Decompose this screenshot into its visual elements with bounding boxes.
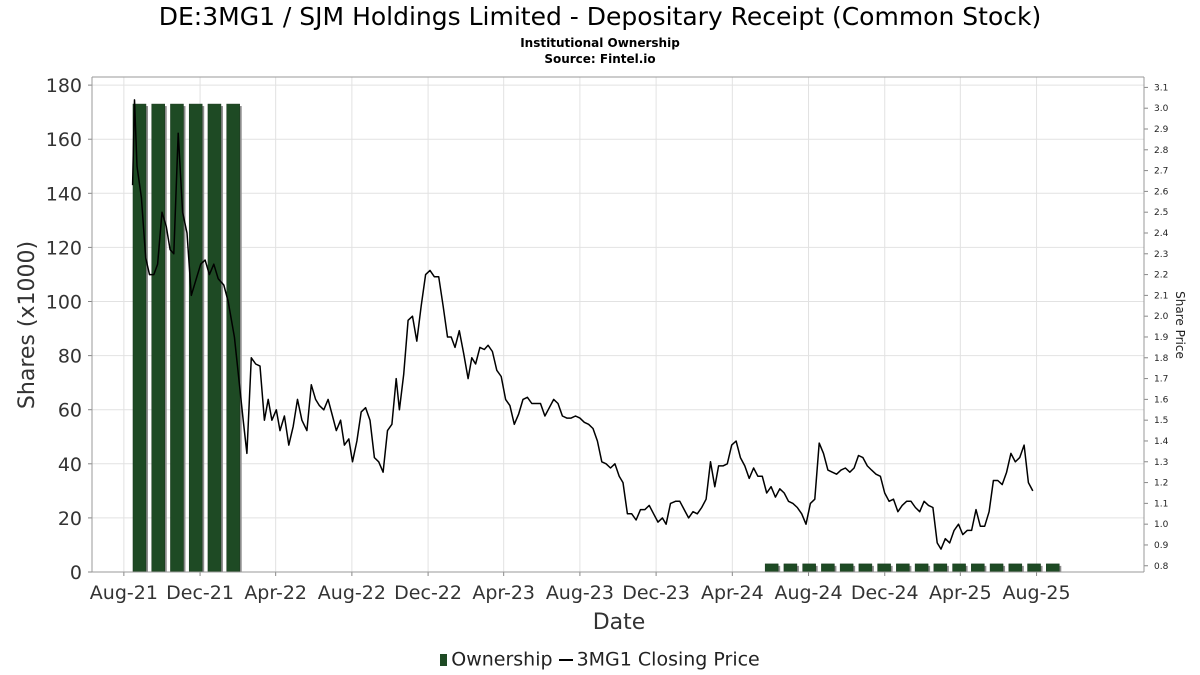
ownership-bar — [971, 563, 985, 573]
y2-tick-label: 0.9 — [1154, 541, 1169, 551]
y2-tick-label: 2.4 — [1154, 229, 1169, 239]
x-axis-title: Date — [593, 610, 646, 635]
x-tick-label: Apr-23 — [472, 582, 535, 604]
y2-tick-label: 2.6 — [1154, 187, 1169, 197]
ownership-bar — [1027, 563, 1041, 573]
ownership-bar — [1046, 563, 1060, 573]
ownership-bar — [188, 103, 203, 573]
y2-tick-label: 1.5 — [1154, 416, 1168, 426]
ownership-bar — [783, 563, 798, 573]
x-tick-label: Aug-22 — [318, 582, 386, 604]
y-tick-label: 180 — [46, 75, 82, 97]
y2-tick-label: 3.0 — [1154, 104, 1169, 114]
ownership-bar — [764, 563, 779, 573]
y2-tick-label: 2.9 — [1154, 125, 1169, 135]
x-tick-label: Dec-24 — [851, 582, 919, 604]
legend-price-swatch — [558, 658, 573, 661]
y-tick-label: 140 — [46, 183, 82, 205]
ownership-bar — [151, 103, 165, 573]
y2-tick-label: 2.5 — [1154, 208, 1168, 218]
y-tick-label: 120 — [46, 237, 82, 259]
x-tick-label: Dec-22 — [394, 582, 462, 604]
x-tick-label: Aug-25 — [1002, 582, 1070, 604]
ownership-bar — [802, 563, 816, 573]
y-tick-label: 20 — [58, 508, 82, 530]
y2-axis-title: Share Price — [1173, 291, 1187, 359]
y2-tick-label: 1.1 — [1154, 499, 1168, 509]
x-tick-label: Apr-25 — [929, 582, 992, 604]
y2-tick-label: 2.0 — [1154, 312, 1169, 322]
y-axis-title: Shares (x1000) — [15, 241, 40, 409]
ownership-bar — [226, 103, 240, 573]
legend-ownership-swatch — [440, 653, 448, 666]
y2-tick-label: 3.1 — [1154, 83, 1168, 93]
legend-ownership-label: Ownership — [451, 648, 553, 671]
ownership-bar — [132, 103, 147, 573]
ownership-bar — [839, 563, 854, 573]
y-tick-label: 80 — [58, 346, 82, 368]
ownership-bar — [952, 563, 966, 573]
legend-price-label: 3MG1 Closing Price — [576, 648, 760, 671]
ownership-bar — [207, 103, 222, 573]
y-tick-label: 100 — [46, 292, 82, 314]
ownership-bar — [821, 563, 835, 573]
ownership-bar — [896, 563, 910, 573]
ownership-bar — [877, 563, 891, 573]
y2-tick-label: 1.7 — [1154, 375, 1168, 385]
legend: Ownership 3MG1 Closing Price — [0, 648, 1200, 671]
ownership-bar — [933, 563, 948, 573]
y2-tick-label: 1.2 — [1154, 479, 1168, 489]
x-tick-label: Apr-22 — [244, 582, 307, 604]
ownership-bar — [914, 563, 929, 573]
y-tick-label: 40 — [58, 454, 82, 476]
x-tick-label: Dec-21 — [166, 582, 234, 604]
x-tick-label: Aug-24 — [774, 582, 842, 604]
y2-tick-label: 1.9 — [1154, 333, 1169, 343]
chart-source: Source: Fintel.io — [544, 52, 656, 66]
y2-tick-label: 2.7 — [1154, 167, 1168, 177]
y-tick-label: 160 — [46, 129, 82, 151]
y2-tick-label: 2.1 — [1154, 291, 1168, 301]
price-line — [131, 99, 1034, 550]
y2-tick-label: 1.6 — [1154, 395, 1169, 405]
y2-tick-label: 2.8 — [1154, 146, 1169, 156]
ownership-bar — [858, 563, 873, 573]
x-tick-label: Aug-23 — [546, 582, 614, 604]
y2-tick-label: 1.4 — [1154, 437, 1169, 447]
y2-tick-label: 2.3 — [1154, 250, 1168, 260]
y2-tick-label: 0.8 — [1154, 562, 1169, 572]
chart-title: DE:3MG1 / SJM Holdings Limited - Deposit… — [158, 2, 1042, 31]
y2-tick-label: 1.0 — [1154, 520, 1169, 530]
x-tick-label: Aug-21 — [90, 582, 158, 604]
x-tick-label: Apr-24 — [701, 582, 764, 604]
plot-background — [92, 77, 1144, 572]
chart-subtitle: Institutional Ownership — [520, 36, 680, 50]
y-tick-label: 60 — [58, 400, 82, 422]
y2-tick-label: 1.8 — [1154, 354, 1169, 364]
y2-tick-label: 1.3 — [1154, 458, 1168, 468]
y-tick-label: 0 — [70, 562, 82, 584]
ownership-bar — [1008, 563, 1023, 573]
x-tick-label: Dec-23 — [622, 582, 690, 604]
ownership-bar — [989, 563, 1004, 573]
y2-tick-label: 2.2 — [1154, 271, 1168, 281]
